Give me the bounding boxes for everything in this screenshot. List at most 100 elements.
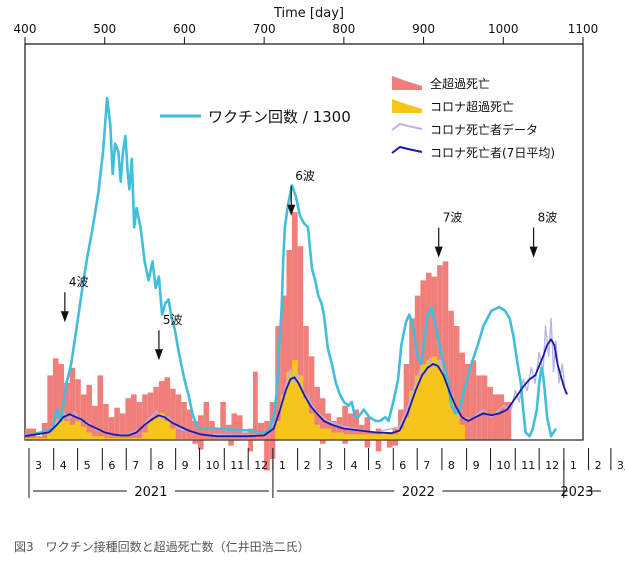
negative-excess-bar	[228, 440, 234, 446]
top-axis-ticks: 400 500 600 700 800 900 1000 1100	[14, 22, 599, 44]
top-tick-label: 1000	[488, 22, 519, 36]
covid-excess-bar	[92, 436, 105, 440]
total-excess-bar	[226, 425, 232, 440]
covid-excess-bar	[47, 432, 53, 440]
negative-excess-bars	[192, 440, 398, 470]
month-tick-label: 4	[60, 459, 67, 472]
covid-excess-bar	[153, 417, 159, 440]
year-label: 2023	[560, 485, 593, 500]
covid-excess-bar	[148, 421, 154, 440]
total-excess-bar	[181, 402, 187, 440]
wave-label: 6波	[295, 169, 315, 183]
total-excess-bar	[482, 375, 488, 440]
top-tick-label: 700	[253, 22, 276, 36]
total-excess-bar	[476, 375, 482, 440]
vaccine-label-text: ワクチン回数 / 1300	[208, 108, 351, 126]
year-label: 2022	[402, 485, 435, 500]
wave-arrow-head	[61, 311, 69, 322]
month-tick-label: 5	[375, 459, 382, 472]
covid-excess-bar	[459, 425, 465, 440]
vaccine-label: ワクチン回数 / 1300	[160, 108, 351, 126]
month-tick-label: 9	[473, 459, 480, 472]
covid-excess-bar	[292, 360, 298, 440]
month-tick-label: 10	[497, 459, 511, 472]
legend-label: コロナ超過死亡	[430, 99, 514, 114]
covid-excess-bar	[170, 429, 176, 440]
month-tick-label: 8	[157, 459, 164, 472]
top-tick-label: 900	[412, 22, 435, 36]
covid-excess-bar	[70, 425, 76, 440]
covid-excess-bar	[309, 413, 315, 440]
negative-excess-bar	[365, 440, 371, 448]
chart: Time [day] 400 500 600 700 800 900 1000 1100 34…	[0, 0, 625, 540]
total-excess-bar	[137, 402, 143, 440]
month-tick-label: 1	[279, 459, 286, 472]
month-tick-label: 4	[351, 459, 358, 472]
negative-excess-bar	[320, 440, 326, 444]
month-tick-label: 8	[448, 459, 455, 472]
month-tick-label: 1	[570, 459, 577, 472]
top-axis-label: Time [day]	[273, 6, 344, 21]
month-tick-label: 12	[545, 459, 559, 472]
month-tick-label: 3	[326, 459, 333, 472]
total-excess-bar	[253, 372, 258, 440]
covid-excess-bar	[64, 421, 70, 440]
legend-swatch	[392, 99, 422, 113]
legend-swatch	[392, 124, 422, 130]
total-excess-bar	[86, 385, 92, 440]
negative-excess-bar	[392, 440, 398, 446]
month-tick-label: 10	[206, 459, 220, 472]
month-tick-label: 9	[182, 459, 189, 472]
covid-excess-bar	[314, 425, 320, 440]
month-tick-label: 5	[84, 459, 91, 472]
month-tick-label: 12	[254, 459, 268, 472]
total-excess-bar	[209, 421, 215, 440]
negative-excess-bar	[342, 440, 348, 444]
wave-arrow-head	[435, 247, 443, 258]
negative-excess-bar	[248, 440, 253, 451]
covid-excess-bar	[303, 398, 309, 440]
legend-label: コロナ死亡者(7日平均)	[430, 146, 555, 160]
wave-label: 7波	[443, 211, 463, 225]
month-tick-label: 3月	[617, 459, 625, 472]
total-excess-bar	[103, 404, 109, 440]
figure-caption: 図3 ワクチン接種回数と超過死亡数（仁井田浩二氏）	[14, 538, 310, 555]
legend-swatch	[392, 147, 422, 153]
covid-excess-bar	[86, 432, 92, 440]
total-excess-bar	[493, 394, 499, 440]
top-tick-label: 600	[173, 22, 196, 36]
wave-label: 8波	[538, 211, 558, 225]
covid-excess-bar	[331, 432, 344, 440]
month-tick-label: 11	[230, 459, 244, 472]
month-tick-label: 7	[132, 459, 139, 472]
total-excess-bar	[471, 360, 477, 440]
negative-excess-bar	[376, 440, 382, 451]
legend-label: 全超過死亡	[430, 76, 490, 91]
covid-excess-bar	[454, 413, 460, 440]
wave-label: 4波	[69, 275, 89, 289]
total-excess-bar	[109, 417, 115, 440]
month-tick-label: 2	[595, 459, 602, 472]
wave-label: 5波	[163, 313, 183, 327]
top-tick-label: 400	[14, 22, 37, 36]
month-axis: 3456789101112123456789101112123月	[29, 448, 625, 472]
covid-excess-bar	[165, 421, 171, 440]
month-tick-label: 7	[423, 459, 430, 472]
total-excess-bar	[499, 394, 505, 440]
covid-excess-bar	[432, 356, 438, 440]
wave-arrow-head	[530, 247, 538, 258]
negative-excess-bar	[198, 440, 204, 450]
covid-excess-bar	[142, 432, 148, 440]
top-tick-label: 800	[332, 22, 355, 36]
month-tick-label: 11	[521, 459, 535, 472]
negative-excess-bar	[192, 440, 198, 444]
total-excess-bar	[92, 406, 98, 440]
negative-excess-bar	[387, 440, 393, 448]
month-tick-label: 3	[35, 459, 42, 472]
legend-label: コロナ死亡者データ	[430, 122, 538, 137]
covid-excess-bar	[344, 434, 398, 440]
month-tick-label: 2	[304, 459, 311, 472]
top-tick-label: 500	[93, 22, 116, 36]
year-label: 2021	[134, 485, 167, 500]
